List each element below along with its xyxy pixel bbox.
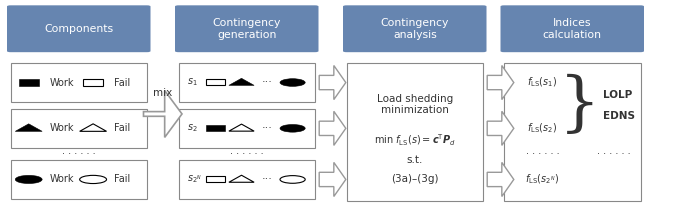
Polygon shape [229, 124, 254, 131]
FancyBboxPatch shape [175, 5, 318, 52]
Polygon shape [487, 66, 514, 99]
Text: $f_{\rm LS}(s_{2^N})$: $f_{\rm LS}(s_{2^N})$ [526, 173, 559, 186]
Text: Indices
calculation: Indices calculation [542, 18, 602, 40]
Circle shape [280, 124, 305, 132]
Text: Load shedding
minimization: Load shedding minimization [377, 94, 453, 115]
Bar [178, 160, 315, 199]
Text: Components: Components [44, 24, 113, 34]
FancyBboxPatch shape [343, 5, 486, 52]
Text: min $f_{\rm LS}(s)=\boldsymbol{c}^{\rm T}\boldsymbol{P}_d$: min $f_{\rm LS}(s)=\boldsymbol{c}^{\rm T… [374, 133, 456, 148]
Bar [10, 63, 147, 102]
Bar [10, 160, 147, 199]
Text: Work: Work [50, 78, 74, 88]
Text: Fail: Fail [114, 78, 130, 88]
Polygon shape [319, 66, 346, 99]
Text: ···: ··· [261, 174, 272, 184]
Text: $s_1$: $s_1$ [187, 77, 197, 88]
FancyBboxPatch shape [7, 5, 150, 52]
Text: Contingency
generation: Contingency generation [213, 18, 281, 40]
Circle shape [280, 176, 305, 183]
Bar [504, 63, 640, 201]
Bar [178, 63, 315, 102]
Text: Work: Work [50, 174, 74, 184]
Text: · · · · · ·: · · · · · · [62, 149, 96, 159]
Polygon shape [229, 78, 254, 85]
Bar [10, 109, 147, 148]
Text: Fail: Fail [114, 123, 130, 133]
Text: · · · · · ·: · · · · · · [597, 149, 631, 159]
Text: mix: mix [153, 88, 172, 98]
Text: · · · · · ·: · · · · · · [230, 149, 264, 159]
Polygon shape [319, 162, 346, 196]
Text: (3a)–(3g): (3a)–(3g) [391, 174, 438, 184]
Text: · · · · · ·: · · · · · · [526, 149, 559, 159]
Bar [206, 79, 225, 85]
Circle shape [15, 175, 42, 184]
FancyBboxPatch shape [500, 5, 644, 52]
Text: $f_{\rm LS}(s_2)$: $f_{\rm LS}(s_2)$ [527, 122, 558, 135]
Circle shape [80, 175, 106, 184]
Polygon shape [319, 111, 346, 145]
Bar [206, 176, 225, 182]
Text: Contingency
analysis: Contingency analysis [381, 18, 449, 40]
Text: ···: ··· [261, 78, 272, 88]
Text: Fail: Fail [114, 174, 130, 184]
Polygon shape [15, 124, 42, 131]
Bar [178, 109, 315, 148]
Polygon shape [487, 111, 514, 145]
Text: ···: ··· [261, 123, 272, 133]
Text: EDNS: EDNS [603, 111, 636, 121]
Text: s.t.: s.t. [407, 155, 423, 165]
Polygon shape [229, 175, 254, 182]
Text: $s_2$: $s_2$ [187, 122, 197, 134]
Text: $f_{\rm LS}(s_1)$: $f_{\rm LS}(s_1)$ [527, 76, 558, 89]
Polygon shape [144, 91, 182, 137]
Polygon shape [80, 124, 106, 131]
Text: LOLP: LOLP [603, 90, 633, 100]
Polygon shape [487, 162, 514, 196]
Bar [19, 79, 38, 86]
Text: $s_{2^N}$: $s_{2^N}$ [187, 174, 202, 185]
Bar [206, 125, 225, 131]
Text: Work: Work [50, 123, 74, 133]
Text: }: } [559, 73, 601, 137]
Bar [83, 79, 103, 86]
Circle shape [280, 79, 305, 86]
Bar [346, 63, 483, 201]
